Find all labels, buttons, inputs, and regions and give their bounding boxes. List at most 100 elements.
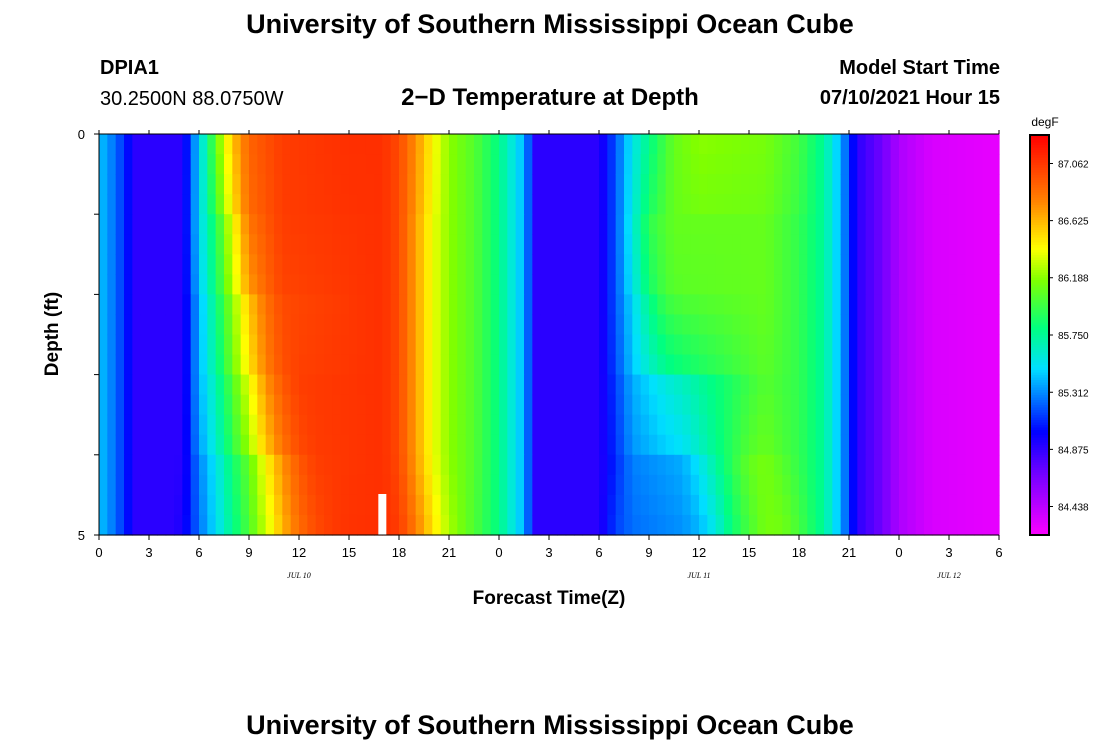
heat-cell <box>832 314 842 336</box>
heat-cell <box>199 494 208 516</box>
heat-cell <box>357 394 367 416</box>
heat-cell <box>524 434 533 456</box>
heat-cell <box>882 314 892 336</box>
colorbar-unit: degF <box>1031 115 1058 129</box>
heat-cell <box>132 474 142 496</box>
heat-cell <box>482 134 492 155</box>
heat-cell <box>757 174 767 195</box>
heat-cell <box>224 354 233 376</box>
heat-cell <box>415 494 425 516</box>
heat-cell <box>707 334 717 356</box>
heat-cell <box>982 294 992 316</box>
heat-cell <box>907 274 917 295</box>
heat-cell <box>624 374 633 396</box>
heat-cell <box>557 234 567 255</box>
heat-cell <box>549 174 558 195</box>
heat-cell <box>832 194 842 215</box>
heat-cell <box>140 434 150 456</box>
heat-cell <box>624 434 633 456</box>
heat-cell <box>415 414 425 436</box>
heat-cell <box>590 434 600 456</box>
heat-cell <box>232 214 242 235</box>
heat-cell <box>740 454 750 476</box>
heat-cell <box>199 234 208 255</box>
heat-cell <box>549 474 558 496</box>
heat-cell <box>824 514 833 536</box>
heat-cell <box>649 494 658 516</box>
heat-cell <box>474 354 483 376</box>
heat-cell <box>182 214 192 235</box>
colorbar-segment <box>1030 502 1049 506</box>
heat-cell <box>257 454 267 476</box>
heat-cell <box>782 494 792 516</box>
heat-cell <box>515 434 525 456</box>
heat-cell <box>182 514 192 536</box>
heat-cell <box>832 374 842 396</box>
heat-cell <box>240 234 250 255</box>
heat-cell <box>649 334 658 356</box>
colorbar-segment <box>1030 372 1049 376</box>
heat-cell <box>515 474 525 496</box>
heat-cell <box>190 334 200 356</box>
heat-cell <box>474 294 483 316</box>
heat-cell <box>124 234 133 255</box>
heat-cell <box>549 434 558 456</box>
heat-cell <box>374 314 383 336</box>
station-id: DPIA1 <box>100 57 159 79</box>
heat-cell <box>382 474 392 496</box>
heat-cell <box>315 474 325 496</box>
heat-cell <box>732 434 742 456</box>
heat-cell <box>132 454 142 476</box>
heat-cell <box>565 134 575 155</box>
heat-cell <box>499 454 508 476</box>
heat-cell <box>190 134 200 155</box>
heat-cell <box>582 174 592 195</box>
heat-cell <box>540 314 550 336</box>
heat-cell <box>890 474 900 496</box>
heat-cell <box>849 174 858 195</box>
heat-cell <box>390 154 400 175</box>
heat-cell <box>890 374 900 396</box>
heat-cell <box>524 454 533 476</box>
heat-cell <box>874 414 883 436</box>
heat-cell <box>432 194 442 215</box>
heat-cell <box>332 354 342 376</box>
heat-cell <box>207 234 217 255</box>
heat-cell <box>665 134 675 155</box>
heat-cell <box>340 514 350 536</box>
heat-cell <box>824 254 833 275</box>
current-time-marker <box>378 494 387 535</box>
heat-cell <box>499 474 508 496</box>
heat-cell <box>374 234 383 255</box>
heat-cell <box>815 474 825 496</box>
heat-cell <box>832 254 842 275</box>
heat-cell <box>715 494 725 516</box>
heat-cell <box>699 234 708 255</box>
colorbar-segment <box>1030 137 1049 141</box>
heat-cell <box>499 334 508 356</box>
heat-cell <box>949 334 958 356</box>
heat-cell <box>99 334 108 356</box>
heat-cell <box>332 374 342 396</box>
heat-cell <box>915 134 925 155</box>
heat-cell <box>249 154 258 175</box>
heat-cell <box>965 214 975 235</box>
heat-cell <box>207 274 217 295</box>
heat-cell <box>407 374 417 396</box>
heat-cell <box>282 334 292 356</box>
heat-cell <box>882 274 892 295</box>
heat-cell <box>899 154 908 175</box>
heat-cell <box>899 234 908 255</box>
heat-cell <box>749 434 758 456</box>
heat-cell <box>257 274 267 295</box>
heat-cell <box>274 274 283 295</box>
heat-cell <box>732 254 742 275</box>
heat-cell <box>840 174 850 195</box>
heat-cell <box>757 154 767 175</box>
heat-cell <box>132 334 142 356</box>
heat-cell <box>782 214 792 235</box>
heat-cell <box>157 254 167 275</box>
heat-cell <box>924 194 933 215</box>
heat-cell <box>932 294 942 316</box>
heat-cell <box>415 334 425 356</box>
